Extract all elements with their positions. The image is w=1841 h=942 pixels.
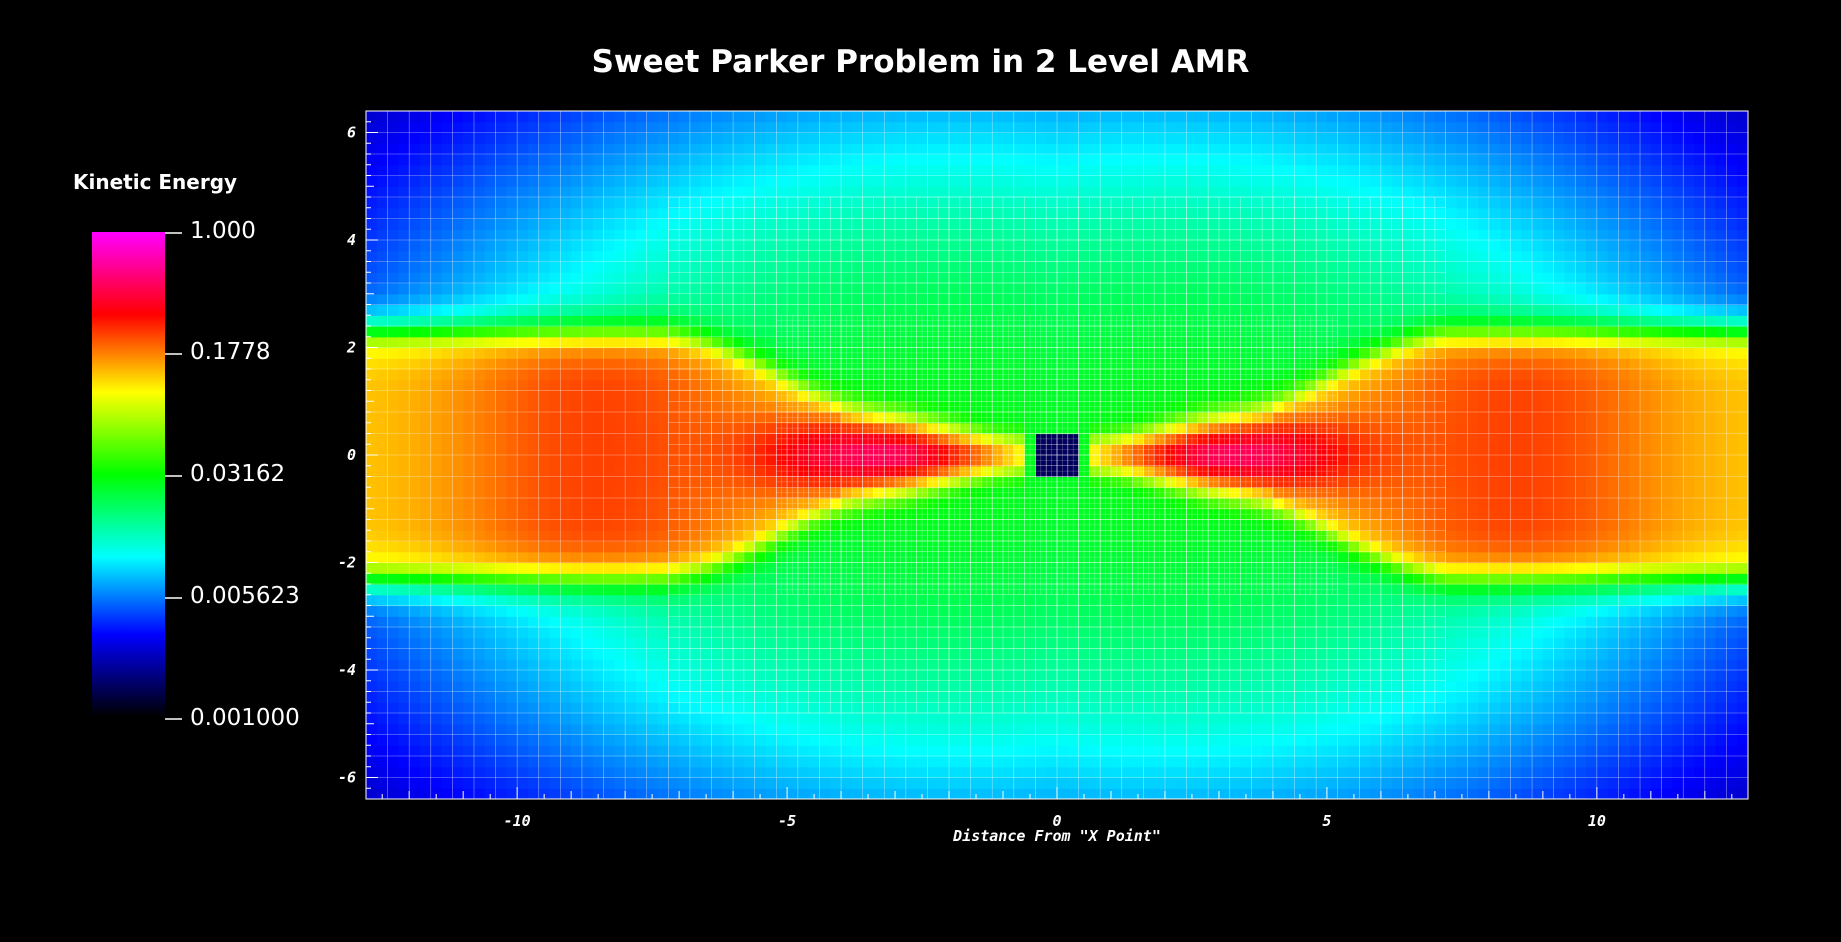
y-tick-label-4: -2 <box>338 554 356 572</box>
colorbar-ticks <box>165 232 182 720</box>
colorbar-tick-label-0: 1.000 <box>190 218 256 244</box>
amr-grid-level-2 <box>775 314 1339 596</box>
x-tick-label-1: -5 <box>778 812 796 830</box>
x-tick-label-2: 0 <box>1052 812 1061 830</box>
colorbar-tick-label-4: 0.001000 <box>190 705 300 731</box>
axis-ticks <box>366 110 1733 800</box>
y-tick-label-0: 6 <box>347 124 356 142</box>
y-tick-label-1: 4 <box>347 231 356 249</box>
colorbar-tick-label-3: 0.005623 <box>190 583 300 609</box>
y-tick-label-6: -6 <box>338 769 356 787</box>
x-tick-label-4: 10 <box>1588 812 1606 830</box>
chart-title: Sweet Parker Problem in 2 Level AMR <box>591 44 1250 80</box>
y-tick-label-2: 2 <box>346 339 356 357</box>
colorbar-tick-label-2: 0.03162 <box>190 461 286 487</box>
colorbar-title: Kinetic Energy <box>73 170 238 194</box>
amr-grid-level-1 <box>668 196 1446 714</box>
colorbar <box>92 232 165 717</box>
x-axis-title: Distance From "X Point" <box>952 827 1161 845</box>
y-tick-label-3: 0 <box>347 446 356 464</box>
colorbar-tick-label-1: 0.1778 <box>190 339 271 365</box>
y-tick-label-5: -4 <box>338 661 356 679</box>
x-tick-label-0: -10 <box>504 812 531 830</box>
x-tick-label-3: 5 <box>1322 812 1331 830</box>
